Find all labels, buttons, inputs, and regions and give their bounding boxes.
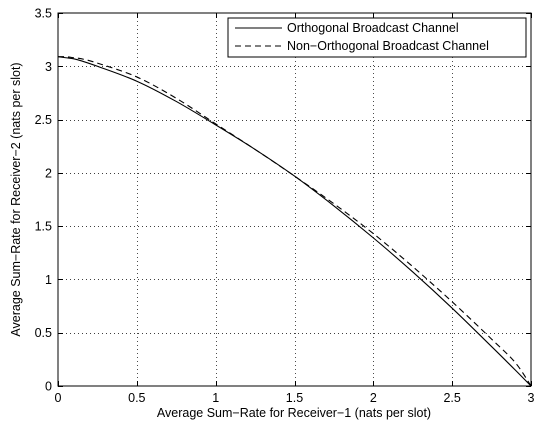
legend: Orthogonal Broadcast Channel Non−Orthogo… bbox=[227, 17, 527, 58]
x-tick-labels: 0 0.5 1 1.5 2 2.5 3 bbox=[55, 391, 535, 405]
y-tick-label: 1.5 bbox=[35, 220, 52, 234]
grid-lines bbox=[58, 13, 531, 386]
y-tick-label: 0 bbox=[45, 380, 52, 394]
y-tick-label: 1 bbox=[45, 273, 52, 287]
y-tick-labels: 0 0.5 1 1.5 2 2.5 3 3.5 bbox=[35, 7, 52, 394]
y-tick-label: 2 bbox=[45, 166, 52, 180]
x-tick-label: 1 bbox=[212, 391, 219, 405]
x-tick-label: 3 bbox=[528, 391, 535, 405]
x-tick-label: 1.5 bbox=[286, 391, 303, 405]
x-tick-label: 2.5 bbox=[443, 391, 460, 405]
y-tick-label: 3 bbox=[45, 60, 52, 74]
data-series bbox=[57, 56, 532, 387]
legend-box bbox=[227, 17, 527, 58]
y-tick-label: 2.5 bbox=[35, 113, 52, 127]
x-axis-label: Average Sum−Rate for Receiver−1 (nats pe… bbox=[157, 406, 431, 420]
series-line-non-orthogonal bbox=[57, 56, 532, 387]
legend-label-orthogonal: Orthogonal Broadcast Channel bbox=[287, 21, 459, 35]
legend-label-non-orthogonal: Non−Orthogonal Broadcast Channel bbox=[287, 39, 489, 53]
plot-frame bbox=[57, 12, 532, 387]
axis-ticks bbox=[58, 13, 532, 387]
plot-area bbox=[58, 13, 531, 386]
x-tick-label: 0 bbox=[55, 391, 62, 405]
y-tick-label: 3.5 bbox=[35, 7, 52, 21]
y-axis-label: Average Sum−Rate for Receiver−2 (nats pe… bbox=[9, 62, 23, 336]
x-tick-label: 0.5 bbox=[128, 391, 145, 405]
y-tick-label: 0.5 bbox=[35, 326, 52, 340]
x-tick-label: 2 bbox=[370, 391, 377, 405]
